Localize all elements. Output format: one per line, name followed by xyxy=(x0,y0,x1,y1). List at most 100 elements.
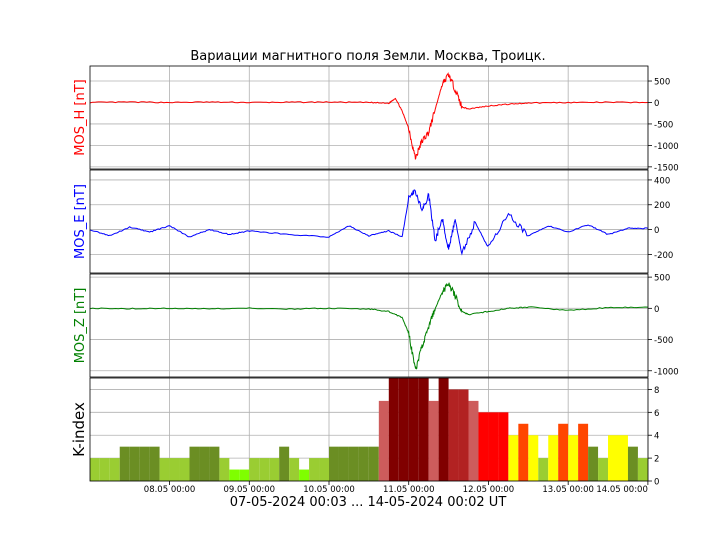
k-index-bar xyxy=(259,458,270,481)
x-tick-label: 10.05 00:00 xyxy=(303,485,355,495)
k-index-bar xyxy=(189,446,200,481)
k-index-bar xyxy=(129,446,140,481)
k-index-bar xyxy=(528,435,539,481)
k-index-bar xyxy=(289,458,300,481)
k-index-bar xyxy=(309,458,320,481)
y-axis-label-k: K-index xyxy=(70,402,88,457)
k-index-bar xyxy=(109,458,120,481)
y-tick-label: 2 xyxy=(654,455,659,465)
k-index-bar xyxy=(627,446,638,481)
y-tick-label: 400 xyxy=(654,176,670,186)
k-index-bar xyxy=(418,378,429,481)
k-index-bar xyxy=(438,378,449,481)
time-range-label: 07-05-2024 00:03 ... 14-05-2024 00:02 UT xyxy=(230,495,507,510)
y-axis-label-e: MOS_E [nT] xyxy=(73,184,88,259)
k-index-bar xyxy=(229,469,240,481)
panel-frame xyxy=(89,273,649,378)
y-tick-label: 500 xyxy=(654,78,670,88)
y-tick-label: -1000 xyxy=(654,367,679,377)
k-index-bar xyxy=(249,458,260,481)
k-index-bar xyxy=(468,400,479,481)
k-index-bar xyxy=(159,458,170,481)
k-index-bar xyxy=(139,446,150,481)
k-index-bar xyxy=(608,435,618,481)
panel-frame xyxy=(89,377,649,482)
k-index-bar xyxy=(219,458,230,481)
y-tick-label: -500 xyxy=(654,120,673,130)
k-index-bar xyxy=(149,446,160,481)
k-index-bar xyxy=(458,389,469,481)
k-index-bar xyxy=(637,458,648,481)
k-index-bar xyxy=(338,446,349,481)
k-index-bar xyxy=(269,458,280,481)
series-line-e xyxy=(89,189,649,256)
k-index-bar xyxy=(279,446,290,481)
y-tick-label: 500 xyxy=(654,274,670,284)
k-index-bar xyxy=(209,446,220,481)
k-index-bar xyxy=(348,446,359,481)
k-index-bar xyxy=(498,412,509,481)
k-index-bar xyxy=(199,446,210,481)
panel-h: 500 0 -500 -1000 -1500 MOS_H [nT] xyxy=(73,65,679,173)
x-tick-label: 12.05 00:00 xyxy=(463,485,515,495)
chart-title: Вариации магнитного поля Земли. Москва, … xyxy=(190,49,545,64)
y-axis-label-z: MOS_Z [nT] xyxy=(73,288,88,364)
panel-k: 0 2 4 6 8 K-index xyxy=(70,377,659,488)
panel-z: 500 0 -500 -1000 MOS_Z [nT] xyxy=(73,273,679,378)
k-index-bar xyxy=(90,458,100,481)
panel-frame xyxy=(89,169,649,274)
k-index-bar xyxy=(478,412,489,481)
k-index-bar xyxy=(538,458,549,481)
k-index-bar xyxy=(119,446,130,481)
y-tick-label: 8 xyxy=(654,386,659,396)
k-index-bar xyxy=(448,389,459,481)
x-tick-label: 11.05 00:00 xyxy=(383,485,435,495)
series-line-h xyxy=(89,72,648,160)
k-index-bar xyxy=(588,446,599,481)
y-tick-label: 0 xyxy=(654,226,659,236)
panel-frame xyxy=(89,65,649,170)
y-tick-label: -200 xyxy=(654,251,673,261)
y-tick-label: -1500 xyxy=(654,163,679,173)
k-index-bar xyxy=(548,435,559,481)
y-tick-label: 4 xyxy=(654,432,659,442)
k-index-bar xyxy=(488,412,499,481)
k-index-bar xyxy=(558,423,569,481)
k-index-bar xyxy=(398,378,409,481)
y-tick-label: 0 xyxy=(654,478,659,488)
series-line-z xyxy=(89,282,648,370)
k-index-bar xyxy=(388,378,399,481)
k-index-bar xyxy=(319,458,330,481)
k-index-bar xyxy=(179,458,190,481)
x-tick-label: 09.05 00:00 xyxy=(224,485,276,495)
y-tick-label: 0 xyxy=(654,99,659,109)
k-index-bar xyxy=(99,458,110,481)
k-index-bar xyxy=(598,458,609,481)
y-axis-label-h: MOS_H [nT] xyxy=(73,79,88,155)
x-tick-label: 08.05 00:00 xyxy=(144,485,196,495)
k-index-bar xyxy=(368,446,379,481)
k-index-bar xyxy=(378,400,389,481)
y-tick-label: 0 xyxy=(654,305,659,315)
x-tick-label: 13.05 00:00 xyxy=(542,485,594,495)
y-tick-label: -500 xyxy=(654,336,673,346)
k-index-bar xyxy=(169,458,180,481)
k-index-bar xyxy=(518,423,529,481)
k-index-bar xyxy=(568,435,579,481)
y-tick-label: -1000 xyxy=(654,142,679,152)
k-index-bar xyxy=(299,469,310,481)
k-index-bar xyxy=(408,378,419,481)
k-index-bar xyxy=(508,435,519,481)
k-index-bar xyxy=(329,446,339,481)
k-index-bar xyxy=(239,469,250,481)
k-index-bar xyxy=(428,400,439,481)
x-tick-label: 14.05 00:00 xyxy=(596,485,648,495)
k-index-bar xyxy=(578,423,589,481)
panel-e: 400 200 0 -200 MOS_E [nT] xyxy=(73,169,673,274)
y-tick-label: 6 xyxy=(654,409,659,419)
y-tick-label: 200 xyxy=(654,201,670,211)
k-index-bar xyxy=(358,446,369,481)
k-index-bar xyxy=(617,435,628,481)
